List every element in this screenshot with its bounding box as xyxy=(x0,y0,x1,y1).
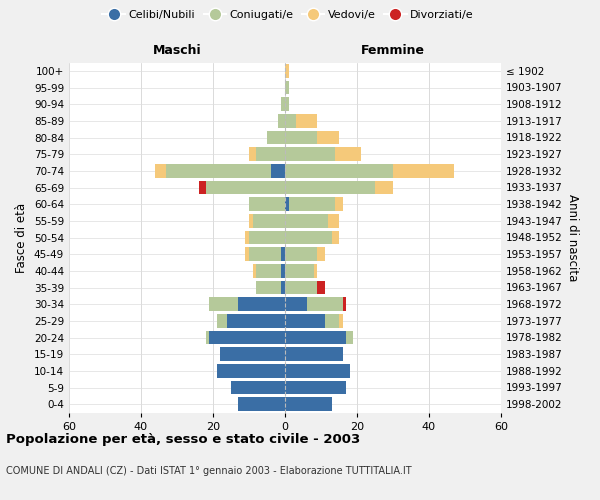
Bar xyxy=(209,298,238,311)
Bar xyxy=(332,230,339,244)
Bar xyxy=(317,280,325,294)
Bar xyxy=(281,98,285,111)
Bar xyxy=(249,214,253,228)
Bar xyxy=(296,114,317,128)
Bar xyxy=(339,314,343,328)
Bar xyxy=(206,180,285,194)
Bar xyxy=(166,164,271,177)
Bar xyxy=(281,264,285,278)
Bar xyxy=(256,264,281,278)
Text: Femmine: Femmine xyxy=(361,44,425,58)
Bar xyxy=(155,164,166,177)
Text: Maschi: Maschi xyxy=(152,44,202,58)
Bar xyxy=(253,214,285,228)
Bar xyxy=(335,198,343,211)
Bar xyxy=(249,248,281,261)
Bar xyxy=(285,114,296,128)
Bar xyxy=(335,148,361,161)
Y-axis label: Anni di nascita: Anni di nascita xyxy=(566,194,579,281)
Bar xyxy=(317,130,339,144)
Bar xyxy=(271,164,285,177)
Bar xyxy=(375,180,393,194)
Bar xyxy=(253,264,256,278)
Bar xyxy=(281,248,285,261)
Bar xyxy=(217,364,285,378)
Bar xyxy=(285,180,375,194)
Bar xyxy=(289,198,335,211)
Bar xyxy=(285,398,332,411)
Bar xyxy=(285,230,332,244)
Bar xyxy=(249,230,285,244)
Bar xyxy=(325,314,339,328)
Bar xyxy=(249,148,256,161)
Bar xyxy=(314,264,317,278)
Bar xyxy=(285,364,350,378)
Bar xyxy=(285,264,314,278)
Bar xyxy=(206,330,209,344)
Bar xyxy=(285,380,346,394)
Bar xyxy=(285,64,289,78)
Bar xyxy=(217,314,227,328)
Bar xyxy=(285,214,328,228)
Bar xyxy=(285,80,289,94)
Bar xyxy=(238,398,285,411)
Bar xyxy=(285,280,317,294)
Bar xyxy=(285,148,335,161)
Text: COMUNE DI ANDALI (CZ) - Dati ISTAT 1° gennaio 2003 - Elaborazione TUTTITALIA.IT: COMUNE DI ANDALI (CZ) - Dati ISTAT 1° ge… xyxy=(6,466,412,476)
Bar xyxy=(199,180,206,194)
Bar xyxy=(227,314,285,328)
Bar xyxy=(393,164,454,177)
Bar xyxy=(346,330,353,344)
Bar xyxy=(231,380,285,394)
Bar xyxy=(285,130,317,144)
Bar xyxy=(267,130,285,144)
Bar xyxy=(281,280,285,294)
Bar xyxy=(238,298,285,311)
Bar xyxy=(343,298,346,311)
Bar xyxy=(209,330,285,344)
Bar xyxy=(317,248,325,261)
Bar xyxy=(285,314,325,328)
Bar xyxy=(285,164,393,177)
Y-axis label: Fasce di età: Fasce di età xyxy=(16,202,28,272)
Bar xyxy=(285,298,307,311)
Bar xyxy=(285,348,343,361)
Bar xyxy=(256,280,281,294)
Bar xyxy=(285,98,289,111)
Bar xyxy=(285,198,289,211)
Bar xyxy=(285,330,346,344)
Text: Popolazione per età, sesso e stato civile - 2003: Popolazione per età, sesso e stato civil… xyxy=(6,432,360,446)
Bar xyxy=(278,114,285,128)
Bar xyxy=(245,248,249,261)
Legend: Celibi/Nubili, Coniugati/e, Vedovi/e, Divorziati/e: Celibi/Nubili, Coniugati/e, Vedovi/e, Di… xyxy=(98,6,478,25)
Bar xyxy=(220,348,285,361)
Bar xyxy=(256,148,285,161)
Bar xyxy=(328,214,339,228)
Bar xyxy=(285,248,317,261)
Bar xyxy=(249,198,285,211)
Bar xyxy=(245,230,249,244)
Bar xyxy=(307,298,343,311)
